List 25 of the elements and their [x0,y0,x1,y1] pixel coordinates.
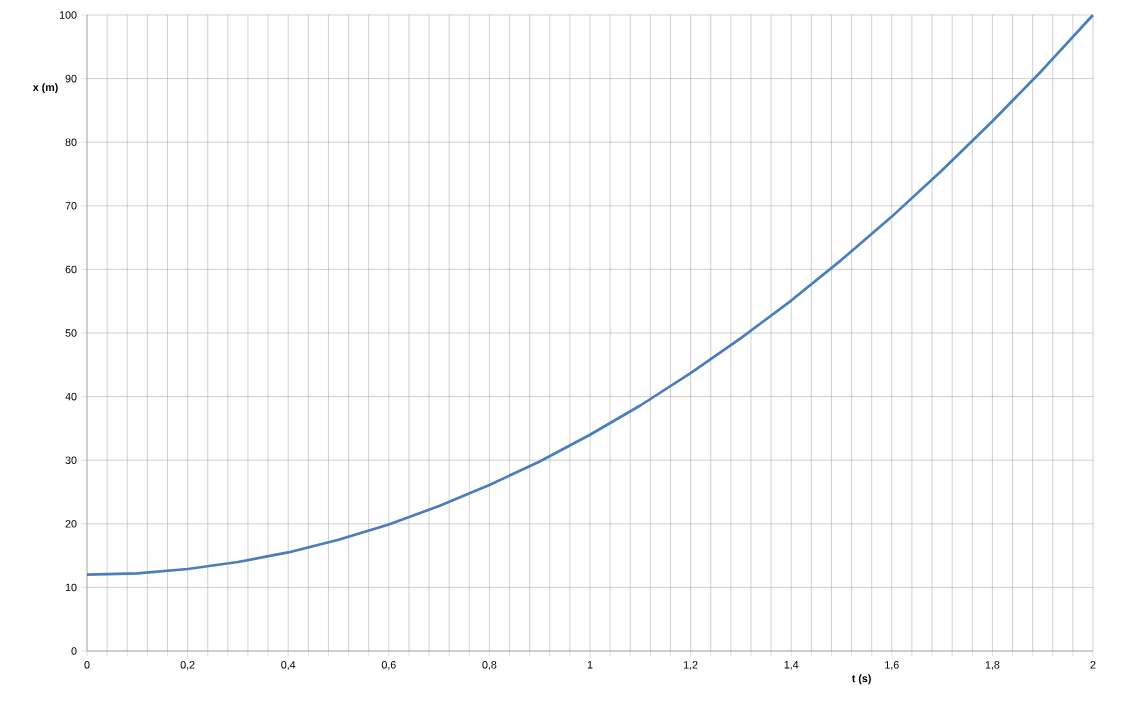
x-tick-label: 1 [587,661,593,669]
y-tick-label: 30 [65,456,77,464]
x-tick-label: 0 [84,661,90,669]
x-tick-label: 1,2 [684,661,698,670]
x-tick-label: 0,2 [180,661,195,670]
y-tick-label: 20 [65,520,77,528]
y-tick-label: 0 [71,647,77,655]
x-tick-label: 1,8 [985,661,1000,670]
x-axis-title: t (s) [851,674,871,685]
y-tick-label: 50 [65,329,77,337]
y-axis-title: x (m) [32,83,58,94]
x-tick-label: 0,8 [482,661,497,670]
y-tick-label: 100 [59,11,77,19]
y-tick-label: 80 [65,138,77,146]
y-tick-label: 40 [65,392,77,401]
y-tick-label: 10 [65,583,77,592]
y-tick-label: 90 [65,74,77,83]
x-tick-label: 2 [1090,661,1096,669]
y-tick-label: 70 [65,202,77,210]
y-tick-label: 60 [65,265,77,274]
x-tick-label: 1,4 [784,661,799,670]
x-tick-label: 0,6 [381,661,396,670]
x-tick-label: 0,4 [281,661,296,670]
line-series [85,13,1095,577]
x-tick-label: 1,6 [885,661,899,670]
